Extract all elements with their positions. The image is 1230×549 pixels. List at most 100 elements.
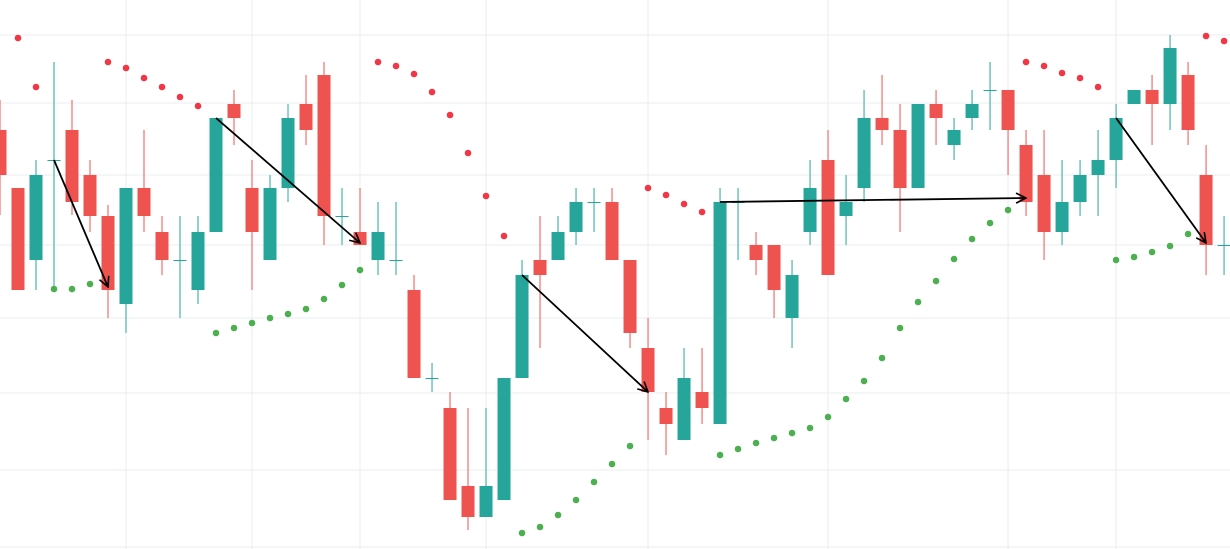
sar-dot [896, 324, 904, 332]
sar-dot [338, 281, 346, 289]
sar-dot [176, 93, 184, 101]
candle-body [749, 245, 763, 260]
sar-dot [950, 255, 958, 263]
sar-dot [590, 478, 598, 486]
sar-dot [1166, 242, 1174, 250]
arrow [53, 159, 108, 287]
candle-body [695, 392, 709, 408]
candle-body [947, 130, 961, 145]
candle-body [371, 232, 385, 260]
candle-body [713, 202, 727, 424]
candle-body [299, 104, 313, 130]
candle-body [1037, 175, 1051, 232]
candle-body [209, 118, 223, 232]
candle-body [65, 130, 79, 202]
sar-dot [482, 192, 490, 200]
sar-dot [716, 451, 724, 459]
candle-body [1199, 175, 1213, 245]
candle-body [1019, 145, 1033, 202]
sar-dot [284, 310, 292, 318]
sar-dot [158, 83, 166, 91]
sar-dot [248, 319, 256, 327]
candle-body [11, 188, 25, 290]
candle-body [1181, 75, 1195, 130]
candle-body [479, 486, 493, 517]
sar-dot [608, 460, 616, 468]
candle-body [785, 275, 799, 318]
candle-body [1073, 175, 1087, 202]
candle-body [425, 378, 439, 379]
sar-dot [194, 102, 202, 110]
candle-body [677, 378, 691, 440]
sar-dot [554, 511, 562, 519]
sar-dot [806, 424, 814, 432]
candle-body [1091, 160, 1105, 175]
candle-body [839, 202, 853, 216]
sar-dot [356, 266, 364, 274]
sar-dot [1022, 58, 1030, 66]
candle-body [119, 188, 133, 304]
sar-dot [86, 280, 94, 288]
candle-body [227, 104, 241, 118]
sar-dot [878, 354, 886, 362]
candle-body [101, 216, 115, 290]
sar-dot [1112, 256, 1120, 264]
candle-body [533, 260, 547, 275]
sar-dot [518, 529, 526, 537]
candle-body [407, 290, 421, 378]
sar-dot [536, 523, 544, 531]
sar-dot [122, 64, 130, 72]
candle-body [803, 188, 817, 232]
candle-body [191, 232, 205, 290]
candle-body [245, 188, 259, 232]
sar-dot [374, 58, 382, 66]
sar-dot [734, 445, 742, 453]
sar-dot [914, 298, 922, 306]
sar-dot [1076, 74, 1084, 82]
sar-dot [50, 285, 58, 293]
candle-body [1127, 90, 1141, 104]
sar-dot [140, 74, 148, 82]
candle-body [317, 75, 331, 216]
candle-body [1217, 245, 1230, 246]
sar-dot [266, 314, 274, 322]
sar-dot [1184, 230, 1192, 238]
candle-body [767, 245, 781, 290]
candle-body [1145, 90, 1159, 104]
candle-body [173, 260, 187, 261]
sar-dot [392, 62, 400, 70]
candle-body [641, 348, 655, 392]
sar-dot [212, 329, 220, 337]
sar-dot [1040, 62, 1048, 70]
sar-dot [14, 34, 22, 42]
sar-dot [1148, 248, 1156, 256]
sar-dot [1004, 206, 1012, 214]
sar-dot [770, 434, 778, 442]
arrow [521, 274, 648, 392]
candle-body [623, 260, 637, 333]
candle-body [605, 202, 619, 260]
sar-dot [752, 439, 760, 447]
candle-body [443, 408, 457, 500]
arrow [215, 117, 360, 243]
candle-body [29, 175, 43, 260]
candle-body [821, 160, 835, 275]
sar-dot [788, 429, 796, 437]
sar-dot [698, 208, 706, 216]
sar-dot [32, 83, 40, 91]
sar-dot [680, 200, 688, 208]
arrow [1115, 117, 1206, 243]
candle-body [389, 260, 403, 261]
sar-dot [1130, 253, 1138, 261]
sar-dot [626, 442, 634, 450]
sar-dot [824, 413, 832, 421]
candle-body [461, 486, 475, 517]
candle-body [155, 232, 169, 260]
candle-body [83, 175, 97, 216]
sar-dot [68, 285, 76, 293]
sar-dot [410, 70, 418, 78]
candle-body [893, 130, 907, 188]
sar-dot [572, 496, 580, 504]
